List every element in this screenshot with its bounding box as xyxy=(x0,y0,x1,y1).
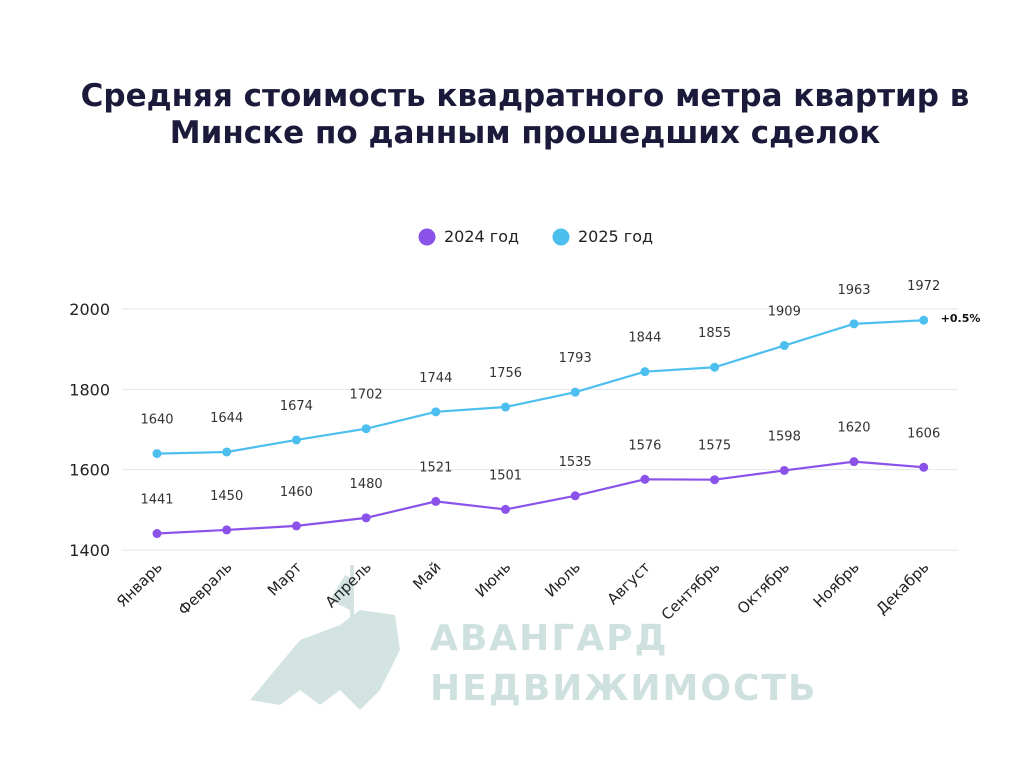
x-tick-label: Февраль xyxy=(175,558,236,619)
legend: 2024 год 2025 год xyxy=(418,227,653,246)
data-point xyxy=(779,465,789,475)
data-point xyxy=(152,529,162,539)
data-point xyxy=(640,474,650,484)
data-point xyxy=(291,521,301,531)
data-label: 1606 xyxy=(907,426,940,441)
data-point xyxy=(779,341,789,351)
x-tick-label: Июнь xyxy=(472,558,515,601)
y-tick-label: 1800 xyxy=(69,380,110,399)
data-label: 1441 xyxy=(140,493,173,508)
legend-label-0: 2024 год xyxy=(444,227,519,246)
chart-title: Средняя стоимость квадратного метра квар… xyxy=(80,78,970,151)
data-label: 1963 xyxy=(837,283,870,298)
change-annotation: +0.5% xyxy=(941,312,981,325)
data-label: 1450 xyxy=(210,489,243,504)
data-label: 1575 xyxy=(698,439,731,454)
data-point xyxy=(570,387,580,397)
data-point xyxy=(501,504,510,514)
data-point xyxy=(291,435,301,445)
x-tick-label: Ноябрь xyxy=(810,558,863,611)
data-label: 1844 xyxy=(628,331,661,346)
data-label: 1793 xyxy=(559,351,592,366)
data-label: 1744 xyxy=(419,371,452,386)
watermark-line2: НЕДВИЖИМОСТЬ xyxy=(430,668,817,709)
x-tick-label: Январь xyxy=(113,558,166,611)
legend-marker-0 xyxy=(418,228,436,246)
y-axis: 1400 1600 1800 2000 xyxy=(69,300,110,560)
data-point xyxy=(361,513,371,523)
data-point xyxy=(570,491,580,501)
data-point xyxy=(849,319,859,329)
x-axis: Январь Февраль Март Апрель Май Июнь Июль Август… xyxy=(113,558,932,624)
data-label: 1640 xyxy=(140,413,173,428)
series-line-1 xyxy=(156,319,924,455)
data-point xyxy=(640,367,650,377)
data-label: 1702 xyxy=(350,388,383,403)
data-point xyxy=(849,457,859,467)
y-tick-label: 2000 xyxy=(69,300,110,319)
x-tick-label: Август xyxy=(604,558,654,608)
x-tick-label: Июль xyxy=(541,558,584,601)
data-label: 1756 xyxy=(489,366,522,381)
legend-marker-1 xyxy=(552,228,570,246)
watermark-logo: АВАНГАРД НЕДВИЖИМОСТЬ xyxy=(250,565,817,710)
data-point xyxy=(919,315,929,325)
series-line-0 xyxy=(156,460,924,535)
data-point xyxy=(431,496,441,506)
data-label: 1620 xyxy=(837,421,870,436)
data-label: 1909 xyxy=(768,305,801,320)
knight-horse-logo xyxy=(250,565,400,710)
data-label: 1674 xyxy=(280,399,313,414)
y-tick-label: 1400 xyxy=(69,541,110,560)
legend-label-1: 2025 год xyxy=(578,227,653,246)
data-label: 1501 xyxy=(489,468,522,483)
data-label: 1644 xyxy=(210,411,243,426)
grid xyxy=(122,308,958,551)
data-label: 1855 xyxy=(698,326,731,341)
data-point xyxy=(710,475,720,485)
x-tick-label: Октябрь xyxy=(734,558,794,618)
data-label: 1576 xyxy=(628,438,661,453)
watermark-line1: АВАНГАРД xyxy=(430,618,669,659)
data-label: 1535 xyxy=(559,455,592,470)
data-point xyxy=(361,424,371,434)
series-group: 1441 1450 1460 1480 1521 1501 1535 1576 1575 1598… xyxy=(140,279,981,539)
data-label: 1480 xyxy=(350,477,383,492)
data-point xyxy=(152,449,162,459)
x-tick-label: Декабрь xyxy=(873,558,933,618)
data-label: 1598 xyxy=(768,429,801,444)
data-point xyxy=(222,525,232,535)
data-point xyxy=(501,402,510,412)
x-tick-label: Май xyxy=(409,558,444,593)
y-tick-label: 1600 xyxy=(69,461,110,480)
x-tick-label: Сентябрь xyxy=(658,558,724,624)
data-label: 1521 xyxy=(419,460,452,475)
data-point xyxy=(710,362,720,372)
data-point xyxy=(431,407,441,417)
data-label: 1460 xyxy=(280,485,313,500)
x-tick-label: Март xyxy=(264,558,305,599)
data-point xyxy=(919,462,929,472)
data-point xyxy=(222,447,232,457)
data-label: 1972 xyxy=(907,279,940,294)
